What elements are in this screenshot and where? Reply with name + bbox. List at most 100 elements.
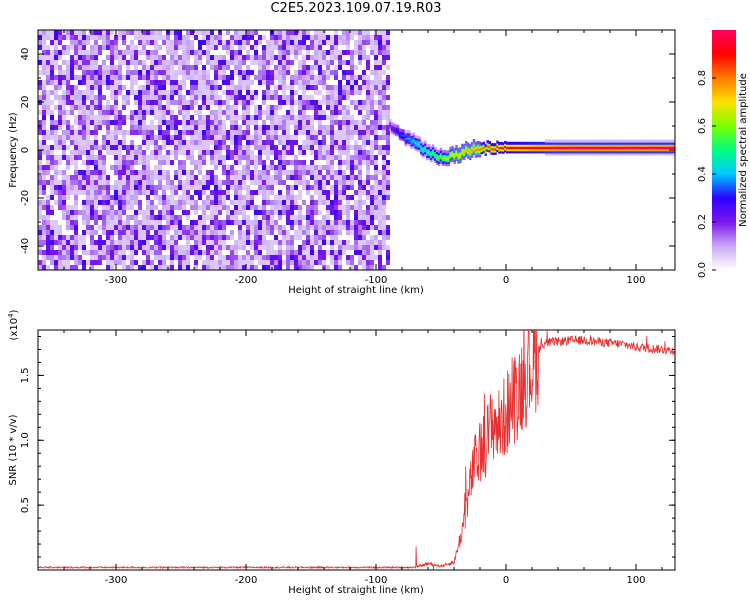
- heatmap-cell: [294, 70, 298, 75]
- heatmap-cell: [154, 70, 158, 75]
- colorbar-tick-label: 0.2: [697, 214, 708, 230]
- track-cell: [392, 123, 396, 127]
- heatmap-cell: [230, 80, 234, 85]
- track-cell: [492, 145, 495, 149]
- heatmap-cell: [86, 150, 90, 155]
- track-cell: [517, 146, 521, 150]
- track-cell: [467, 151, 470, 155]
- snr-frame: [37, 329, 676, 571]
- heatmap-cell: [258, 230, 262, 235]
- track-cell: [589, 148, 593, 152]
- heatmap-cell: [374, 210, 378, 215]
- track-cell: [656, 143, 659, 147]
- heatmap-cell: [62, 120, 66, 125]
- track-cell: [564, 141, 567, 145]
- heatmap-cell: [238, 240, 242, 245]
- heatmap-cell: [46, 75, 50, 80]
- heatmap-cell: [130, 155, 134, 160]
- heatmap-cell: [46, 65, 50, 70]
- heatmap-cell: [326, 160, 330, 165]
- heatmap-cell: [254, 130, 258, 135]
- track-cell: [630, 150, 634, 154]
- track-cell: [638, 146, 642, 150]
- heatmap-cell: [158, 260, 162, 265]
- heatmap-cell: [218, 150, 222, 155]
- heatmap-cell: [118, 230, 122, 235]
- heatmap-cell: [122, 60, 126, 65]
- heatmap-cell: [378, 220, 382, 225]
- heatmap-cell: [162, 230, 166, 235]
- heatmap-cell: [242, 180, 246, 185]
- heatmap-cell: [346, 230, 350, 235]
- heatmap-cell: [138, 35, 142, 40]
- heatmap-cell: [258, 35, 262, 40]
- heatmap-cell: [86, 250, 90, 255]
- heatmap-cell: [222, 155, 226, 160]
- track-cell: [404, 139, 408, 143]
- heatmap-cell: [130, 140, 134, 145]
- heatmap-cell: [186, 240, 190, 245]
- heatmap-cell: [374, 80, 378, 85]
- track-cell: [457, 152, 460, 156]
- heatmap-cell: [162, 70, 166, 75]
- heatmap-cell: [126, 145, 130, 150]
- heatmap-cell: [186, 260, 190, 265]
- heatmap-cell: [374, 140, 378, 145]
- heatmap-cell: [366, 65, 370, 70]
- heatmap-cell: [158, 160, 162, 165]
- heatmap-cell: [322, 140, 326, 145]
- heatmap-cell: [294, 250, 298, 255]
- heatmap-cell: [46, 265, 50, 270]
- heatmap-cell: [158, 125, 162, 130]
- heatmap-cell: [314, 250, 318, 255]
- heatmap-cell: [294, 195, 298, 200]
- heatmap-cell: [354, 220, 358, 225]
- heatmap-cell: [326, 50, 330, 55]
- track-cell: [589, 139, 593, 143]
- heatmap-cell: [262, 230, 266, 235]
- heatmap-cell: [386, 130, 390, 135]
- heatmap-cell: [262, 205, 266, 210]
- track-cell: [416, 139, 419, 143]
- heatmap-cell: [130, 120, 134, 125]
- heatmap-cell: [314, 255, 318, 260]
- heatmap-cell: [318, 65, 322, 70]
- heatmap-cell: [314, 230, 318, 235]
- heatmap-cell: [194, 245, 198, 250]
- heatmap-cell: [266, 90, 270, 95]
- heatmap-cell: [362, 135, 366, 140]
- track-cell: [431, 157, 435, 161]
- heatmap-cell: [362, 70, 366, 75]
- heatmap-cell: [366, 240, 370, 245]
- heatmap-cell: [378, 215, 382, 220]
- heatmap-cell: [182, 50, 186, 55]
- heatmap-cell: [262, 185, 266, 190]
- heatmap-cell: [46, 180, 50, 185]
- heatmap-cell: [282, 150, 286, 155]
- heatmap-cell: [214, 195, 218, 200]
- heatmap-cell: [62, 135, 66, 140]
- heatmap-cell: [54, 200, 58, 205]
- heatmap-cell: [166, 175, 170, 180]
- heatmap-cell: [378, 85, 382, 90]
- heatmap-cell: [290, 30, 294, 35]
- heatmap-cell: [186, 110, 190, 115]
- track-cell: [484, 150, 487, 154]
- top-x-ticks: -300 -200 -100 0 100: [37, 30, 663, 286]
- heatmap-cell: [342, 195, 346, 200]
- track-cell: [529, 150, 532, 154]
- heatmap-cell: [298, 75, 302, 80]
- heatmap-cell: [142, 120, 146, 125]
- heatmap-cell: [174, 255, 178, 260]
- heatmap-cell: [106, 105, 110, 110]
- heatmap-cell: [170, 30, 174, 35]
- heatmap-cell: [126, 90, 130, 95]
- heatmap-cell: [250, 90, 254, 95]
- heatmap-cell: [370, 195, 374, 200]
- heatmap-cell: [330, 160, 334, 165]
- heatmap-cell: [386, 40, 390, 45]
- track-cell: [490, 143, 493, 147]
- heatmap-cell: [202, 140, 206, 145]
- heatmap-cell: [354, 145, 358, 150]
- heatmap-cell: [98, 120, 102, 125]
